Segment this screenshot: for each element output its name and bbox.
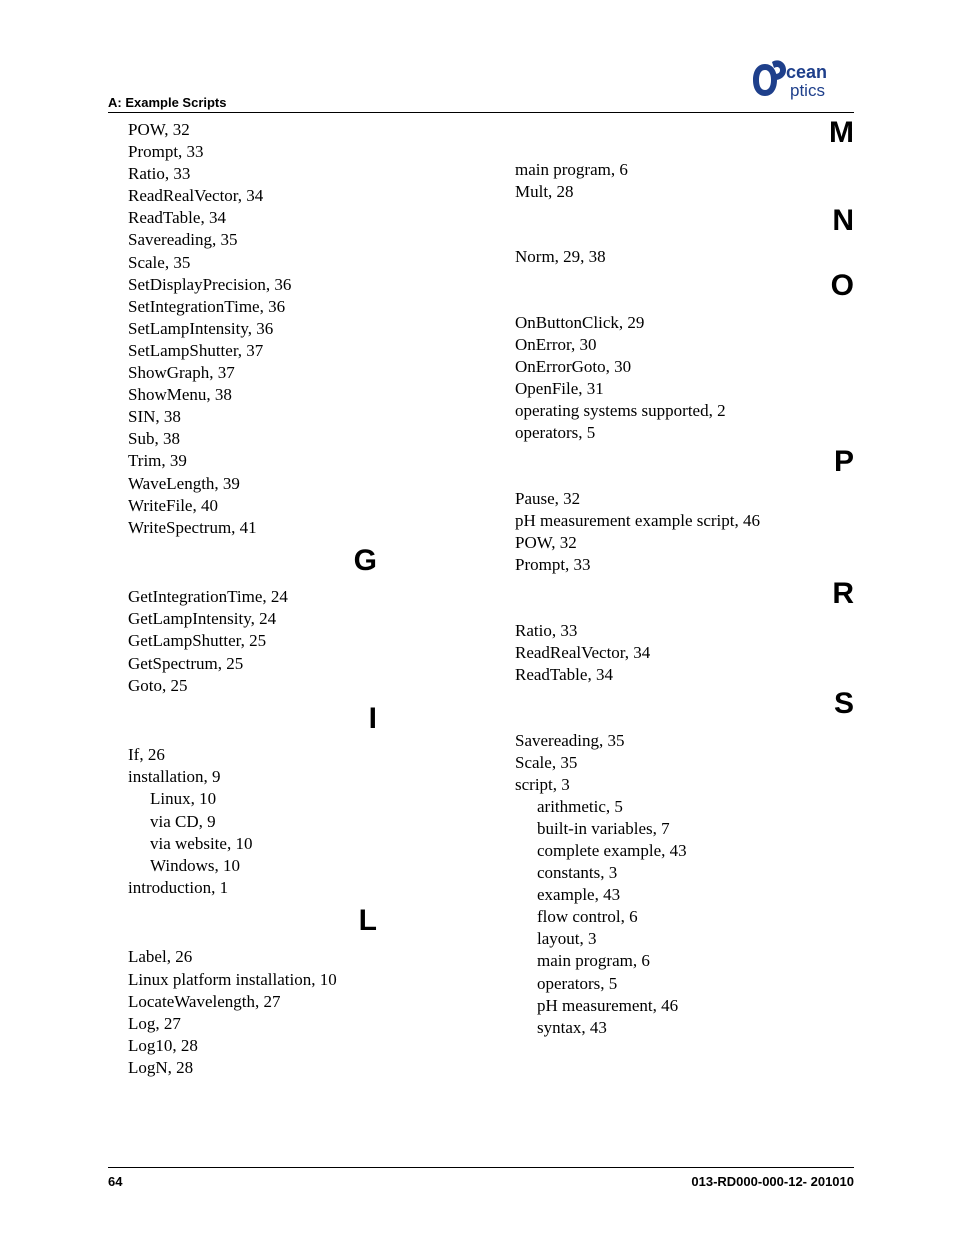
index-subentry: complete example, 43 [495, 840, 854, 862]
index-column-left: POW, 32 Prompt, 33 Ratio, 33 ReadRealVec… [108, 119, 467, 1079]
index-columns: POW, 32 Prompt, 33 Ratio, 33 ReadRealVec… [108, 119, 854, 1079]
footer: 64 013-RD000-000-12- 201010 [108, 1167, 854, 1189]
logo-text-bottom: ptics [790, 81, 825, 100]
index-entry: SetDisplayPrecision, 36 [108, 274, 467, 296]
index-subentry: built-in variables, 7 [495, 818, 854, 840]
index-entry: operators, 5 [495, 422, 854, 444]
index-entry: Label, 26 [108, 946, 467, 968]
index-entry: Prompt, 33 [495, 554, 854, 576]
index-subentry: Windows, 10 [108, 855, 467, 877]
index-subentry: constants, 3 [495, 862, 854, 884]
index-entry: SetLampIntensity, 36 [108, 318, 467, 340]
page: A: Example Scripts cean ptics POW, 32 Pr… [0, 0, 954, 1235]
index-entry: LogN, 28 [108, 1057, 467, 1079]
index-entry: ReadRealVector, 34 [108, 185, 467, 207]
index-letter-m: M [495, 117, 854, 149]
index-entry: introduction, 1 [108, 877, 467, 899]
index-entry: Scale, 35 [495, 752, 854, 774]
index-entry: WaveLength, 39 [108, 473, 467, 495]
index-entry: Savereading, 35 [108, 229, 467, 251]
header-section-label: A: Example Scripts [108, 95, 227, 110]
index-entry: Savereading, 35 [495, 730, 854, 752]
index-letter-o: O [495, 270, 854, 302]
index-entry: GetLampShutter, 25 [108, 630, 467, 652]
index-entry: ShowMenu, 38 [108, 384, 467, 406]
footer-rule [108, 1167, 854, 1168]
index-entry: WriteFile, 40 [108, 495, 467, 517]
index-letter-i: I [108, 703, 467, 735]
index-entry: Scale, 35 [108, 252, 467, 274]
index-entry: ReadTable, 34 [495, 664, 854, 686]
index-letter-r: R [495, 578, 854, 610]
index-entry: main program, 6 [495, 159, 854, 181]
index-entry: Mult, 28 [495, 181, 854, 203]
index-entry: Linux platform installation, 10 [108, 969, 467, 991]
index-entry: pH measurement example script, 46 [495, 510, 854, 532]
index-letter-p: P [495, 446, 854, 478]
index-entry: ShowGraph, 37 [108, 362, 467, 384]
index-subentry: layout, 3 [495, 928, 854, 950]
index-entry: Ratio, 33 [495, 620, 854, 642]
index-entry: OnButtonClick, 29 [495, 312, 854, 334]
index-entry: OnErrorGoto, 30 [495, 356, 854, 378]
index-entry: LocateWavelength, 27 [108, 991, 467, 1013]
index-subentry: main program, 6 [495, 950, 854, 972]
index-subentry: pH measurement, 46 [495, 995, 854, 1017]
index-subentry: Linux, 10 [108, 788, 467, 810]
index-letter-n: N [495, 205, 854, 237]
header: A: Example Scripts cean ptics [108, 68, 854, 112]
index-entry: WriteSpectrum, 41 [108, 517, 467, 539]
index-entry: GetIntegrationTime, 24 [108, 586, 467, 608]
index-entry: Goto, 25 [108, 675, 467, 697]
brand-logo-icon: cean ptics [750, 58, 860, 107]
index-entry: operating systems supported, 2 [495, 400, 854, 422]
index-entry: SIN, 38 [108, 406, 467, 428]
index-subentry: syntax, 43 [495, 1017, 854, 1039]
index-entry: If, 26 [108, 744, 467, 766]
index-entry: Log10, 28 [108, 1035, 467, 1057]
index-entry: SetLampShutter, 37 [108, 340, 467, 362]
index-entry: OpenFile, 31 [495, 378, 854, 400]
header-rule [108, 112, 854, 113]
index-entry: ReadTable, 34 [108, 207, 467, 229]
index-entry: Prompt, 33 [108, 141, 467, 163]
index-subentry: via website, 10 [108, 833, 467, 855]
index-subentry: via CD, 9 [108, 811, 467, 833]
index-entry: Sub, 38 [108, 428, 467, 450]
document-id: 013-RD000-000-12- 201010 [691, 1174, 854, 1189]
index-subentry: example, 43 [495, 884, 854, 906]
index-entry: ReadRealVector, 34 [495, 642, 854, 664]
index-letter-s: S [495, 688, 854, 720]
index-entry: Norm, 29, 38 [495, 246, 854, 268]
index-entry: SetIntegrationTime, 36 [108, 296, 467, 318]
index-entry: POW, 32 [495, 532, 854, 554]
index-entry: Trim, 39 [108, 450, 467, 472]
index-entry: Ratio, 33 [108, 163, 467, 185]
index-subentry: flow control, 6 [495, 906, 854, 928]
index-entry: installation, 9 [108, 766, 467, 788]
index-entry: GetSpectrum, 25 [108, 653, 467, 675]
index-column-right: M main program, 6 Mult, 28 N Norm, 29, 3… [495, 119, 854, 1079]
index-entry: POW, 32 [108, 119, 467, 141]
index-subentry: arithmetic, 5 [495, 796, 854, 818]
index-entry: GetLampIntensity, 24 [108, 608, 467, 630]
index-subentry: operators, 5 [495, 973, 854, 995]
index-entry: script, 3 [495, 774, 854, 796]
logo-text-top: cean [786, 62, 827, 82]
index-entry: Log, 27 [108, 1013, 467, 1035]
index-letter-g: G [108, 545, 467, 577]
page-number: 64 [108, 1174, 122, 1189]
index-letter-l: L [108, 905, 467, 937]
index-entry: Pause, 32 [495, 488, 854, 510]
index-entry: OnError, 30 [495, 334, 854, 356]
